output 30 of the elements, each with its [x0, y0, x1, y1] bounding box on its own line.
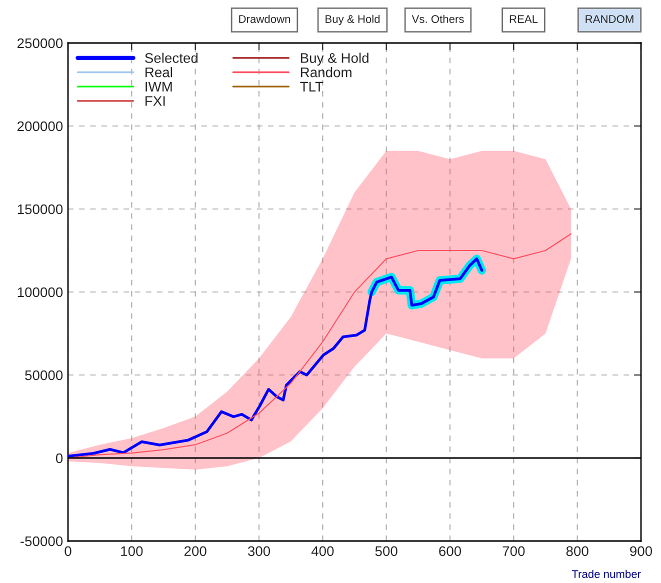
x-axis-title: Trade number [572, 570, 641, 578]
legend-label: FXI [146, 96, 165, 106]
text: Vs. Others [412, 14, 464, 23]
legend-label: Real [146, 67, 172, 78]
legend-label: Buy & Hold [300, 52, 368, 66]
legend-label: IWM [146, 82, 172, 92]
y-tick-label: 100000 [18, 287, 63, 298]
x-tick-label: 800 [566, 546, 588, 556]
x-tick-label: 900 [630, 546, 652, 556]
y-tick-label: 50000 [25, 370, 63, 380]
text: RANDOM [586, 15, 634, 23]
x-tick-label: 500 [375, 546, 398, 556]
x-tick-label: 700 [502, 546, 525, 556]
legend-label: Selected [145, 52, 198, 63]
x-tick-label: 0 [64, 546, 72, 556]
y-tick-label: -50000 [20, 536, 63, 546]
y-tick-label: 250000 [17, 38, 63, 48]
x-tick-label: 300 [248, 546, 270, 556]
text: Drawdown [239, 14, 290, 23]
y-tick-label: 200000 [17, 121, 63, 132]
y-tick-label: 0 [56, 453, 63, 464]
legend-label: Random [300, 67, 352, 78]
x-tick-label: 100 [121, 546, 143, 556]
x-tick-label: 400 [311, 546, 334, 556]
legend-label: TLT [300, 82, 324, 92]
x-tick-label: 600 [439, 546, 462, 556]
text: REAL [510, 15, 538, 23]
x-tick-label: 200 [184, 546, 206, 556]
text: Buy & Hold [326, 14, 380, 26]
y-tick-label: 150000 [18, 204, 63, 214]
